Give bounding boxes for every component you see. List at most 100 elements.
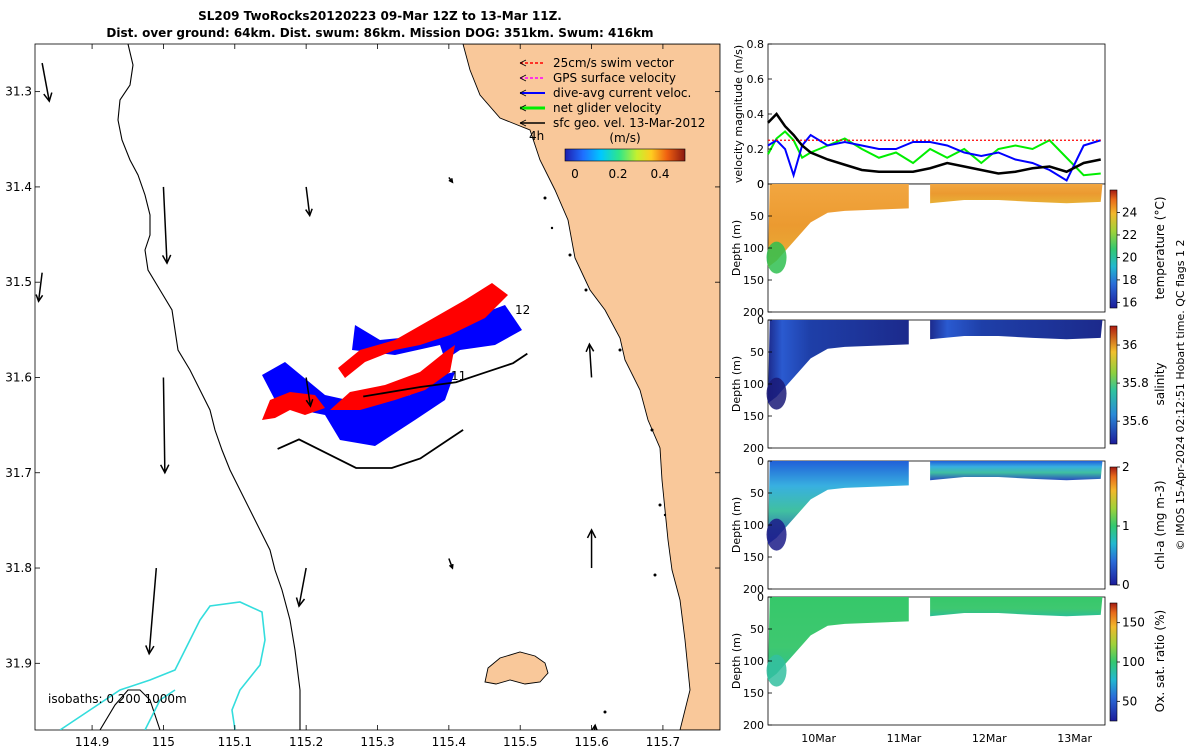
map-x-tick-label: 115.2 [289,735,323,749]
velocity-y-tick-label: 0.2 [747,143,765,156]
glider-track-lower [277,429,464,469]
time-tick-label: 10Mar [801,732,836,745]
velocity-panel: 0 0.2 0.4 0.6 0.8 velocity magnitude (m/s) [732,38,1106,191]
section-colorbar [1109,325,1118,445]
isobath-200m [117,44,301,730]
legend-swim-vector: 25cm/s swim vector [553,56,674,70]
colorbar-tick-label: 150 [1122,616,1145,630]
surface-geostrophic-vectors [35,62,598,730]
time-tick-label: 13Mar [1057,732,1092,745]
geo-vector-arrow [41,62,53,103]
depth-tick-label: 0 [757,591,764,604]
map-x-tick-label: 115.5 [503,735,537,749]
geo-vector-arrow [145,567,158,656]
map-y-ticks: 31.331.431.531.631.731.831.9-32 [5,85,720,670]
colorbar-tick-label: 35.6 [1122,414,1149,428]
time-tick-label: 11Mar [887,732,922,745]
section-colorbar [1109,466,1118,586]
time-tick-label: 12Mar [972,732,1007,745]
colorbar-tick-label: 22 [1122,228,1137,242]
map-legend: 25cm/s swim vector GPS surface velocity … [519,56,705,181]
map-y-tick-label: 31.3 [5,85,32,99]
geo-vector-arrow [448,558,454,570]
map-x-tick-label: 115 [152,735,175,749]
geo-vector-arrow [448,176,454,184]
isobath-1000m [59,601,266,730]
map-y-tick-label: 31.4 [5,180,32,194]
map-y-tick-label: 31.7 [5,466,32,480]
geo-vector-arrow [35,272,44,303]
velocity-y-tick-label: 0 [757,178,764,191]
velocity-colorbar-tick-2: 0.4 [650,167,669,181]
colorbar-label: salinity [1153,362,1167,405]
depth-axis-label: Depth (m) [730,356,743,412]
depth-tick-label: 0 [757,178,764,191]
map-x-ticks: 114.9 115 115.1 115.2 115.3 115.4 115.5 115.6 11… [75,44,680,749]
section-field-right [930,461,1103,481]
colorbar-label: Ox. sat. ratio (%) [1153,610,1167,712]
section-panel-chla: 0 50 100 150 200 Depth (m) 0 1 2 chl-a (mg m-3) [730,455,1167,596]
depth-tick-label: 150 [743,410,764,423]
colorbar-tick-label: 2 [1122,460,1130,474]
colorbar-tick-label: 18 [1122,273,1137,287]
section-panel-temperature: 0 50 100 150 200 Depth (m) 16 18 20 22 24 temperatu… [730,178,1167,319]
legend-dive-avg: dive-avg current veloc. [553,86,691,100]
velocity-y-tick-label: 0.8 [747,38,765,51]
map-x-tick-label: 115.7 [646,735,680,749]
scale-arrow-label: 4h [529,129,544,143]
legend-sfc-geo: sfc geo. vel. 13-Mar-2012 [553,116,705,130]
swim-vector-fan-upper [338,283,508,378]
legend-net-glider: net glider velocity [553,101,661,115]
section-colorbar [1109,602,1118,722]
section-panel-oxygen: 0 50 100 150 200 Depth (m) 50 100 150 Ox. sat. ra… [730,591,1167,732]
colorbar-tick-label: 20 [1122,250,1137,264]
isobaths-label: isobaths: 0 200 1000m [48,692,187,706]
colorbar-label: chl-a (mg m-3) [1153,480,1167,569]
velocity-y-axis-label: velocity magnitude (m/s) [732,45,745,183]
swim-vector-fan-lower [330,345,455,410]
colorbar-tick-label: 0 [1122,578,1130,592]
section-field-left [768,184,909,268]
colorbar-tick-label: 100 [1122,655,1145,669]
depth-tick-label: 200 [743,442,764,455]
section-panel-salinity: 0 50 100 150 200 Depth (m) 35.6 35.8 36 salinity [730,314,1167,455]
velocity-series-line [767,112,1101,175]
velocity-colorbar-tick-1: 0.2 [608,167,627,181]
depth-tick-label: 100 [743,519,764,532]
depth-tick-label: 150 [743,551,764,564]
section-field-right [930,597,1103,617]
map-y-tick-label: 31.8 [5,561,32,575]
section-field-right [930,184,1103,204]
imos-credit: © IMOS 15-Apr-2024 02:12:51 Hobart time.… [1174,240,1187,551]
colorbar-label: temperature (°C) [1153,197,1167,300]
colorbar-tick-label: 16 [1122,295,1137,309]
geo-vector-arrow [305,377,314,408]
section-field-right [930,320,1103,340]
island [484,651,549,685]
legend-gps-surface: GPS surface velocity [553,71,676,85]
map-y-tick-label: 31.9 [5,656,32,670]
isobath-1000m-inner [144,689,176,730]
section-field-left [768,597,909,681]
map-y-tick-label: 31.6 [5,370,32,384]
velocity-colorbar-tick-0: 0 [571,167,579,181]
depth-tick-label: 50 [750,210,764,223]
depth-tick-label: 150 [743,687,764,700]
velocity-y-tick-label: 0.6 [747,73,765,86]
velocity-series-line [767,133,1102,182]
figure-title-line-2: Dist. over ground: 64km. Dist. swum: 86k… [106,26,653,40]
geo-vector-arrow [159,377,170,475]
depth-tick-label: 50 [750,487,764,500]
section-field-left [768,320,909,404]
colorbar-tick-label: 36 [1122,338,1137,352]
depth-tick-label: 200 [743,583,764,596]
depth-tick-label: 200 [743,306,764,319]
colorbar-tick-label: 50 [1122,694,1137,708]
waypoint-label-12: 12 [515,303,530,317]
time-axis: 10Mar 11Mar 12Mar 13Mar [801,732,1092,745]
depth-tick-label: 0 [757,314,764,327]
map-x-tick-label: 115.3 [360,735,394,749]
geo-vector-arrow [591,723,598,730]
colorbar-tick-label: 35.8 [1122,376,1149,390]
map-x-tick-label: 115.4 [432,735,466,749]
